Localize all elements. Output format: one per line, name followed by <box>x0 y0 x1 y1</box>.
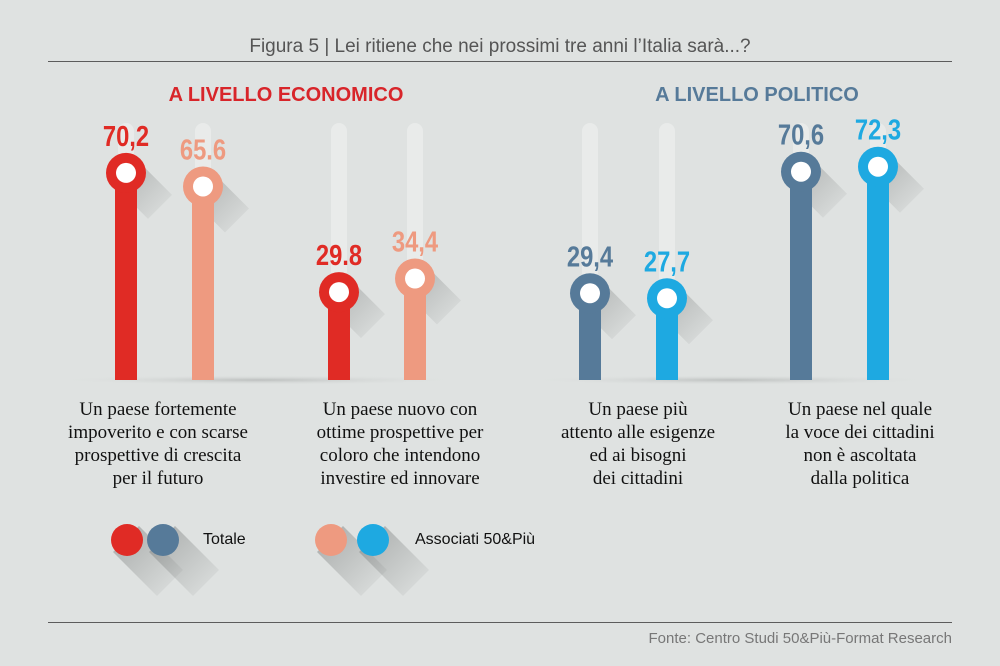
bar-p1-c0-s1 <box>656 298 678 380</box>
marker-dot-p1-c0-s0 <box>580 283 600 304</box>
baseline-shadow-politico <box>525 375 935 385</box>
value-label-p0-c1-s1: 34,4 <box>392 225 438 258</box>
chart-title: Figura 5 | Lei ritiene che nei prossimi … <box>249 36 751 57</box>
baseline-shadow-economico <box>53 375 463 385</box>
marker-dot-p0-c0-s1 <box>193 176 213 197</box>
legend-label-associati: Associati 50&Più <box>415 531 536 548</box>
marker-dot-p0-c1-s0 <box>329 282 349 303</box>
bottom-divider <box>48 622 952 623</box>
bar-p1-c1-s0 <box>790 171 812 380</box>
bar-p0-c0-s0 <box>115 172 137 380</box>
marker-dot-p1-c1-s0 <box>791 161 811 182</box>
panel-title-politico: A LIVELLO POLITICO <box>655 84 859 106</box>
value-label-p1-c1-s1: 72,3 <box>855 113 901 146</box>
bar-p1-c1-s1 <box>867 166 889 380</box>
legend-dot-associati-politico <box>357 524 389 556</box>
legend-label-totale: Totale <box>203 531 246 548</box>
legend-dot-associati-economico <box>315 524 347 556</box>
bar-p0-c0-s1 <box>192 186 214 380</box>
category-label-nuovo: Un paese nuovo con ottime prospettive pe… <box>316 399 484 489</box>
marker-dot-p1-c1-s1 <box>868 156 888 177</box>
category-label-impoverito: Un paese fortemente impoverito e con sca… <box>68 399 248 489</box>
value-label-p1-c0-s1: 27,7 <box>644 245 690 278</box>
marker-dot-p0-c1-s1 <box>405 268 425 289</box>
legend-dot-totale-economico <box>111 524 143 556</box>
value-label-p1-c0-s0: 29,4 <box>567 240 613 273</box>
value-label-p0-c0-s0: 70,2 <box>103 120 149 153</box>
category-label-non-ascoltata: Un paese nel quale la voce dei cittadini… <box>785 399 935 489</box>
value-label-p0-c1-s0: 29.8 <box>316 239 362 272</box>
top-divider <box>48 61 952 62</box>
source-note: Fonte: Centro Studi 50&Più-Format Resear… <box>648 630 952 647</box>
marker-dot-p1-c0-s1 <box>657 288 677 309</box>
bar-p0-c1-s0 <box>328 292 350 380</box>
marker-dot-p0-c0-s0 <box>116 162 136 183</box>
legend-dot-totale-politico <box>147 524 179 556</box>
bar-p0-c1-s1 <box>404 278 426 380</box>
value-label-p1-c1-s0: 70,6 <box>778 118 824 151</box>
bar-p1-c0-s0 <box>579 293 601 380</box>
panel-title-economico: A LIVELLO ECONOMICO <box>168 84 404 106</box>
value-label-p0-c0-s1: 65.6 <box>180 133 226 166</box>
category-label-attento: Un paese più attento alle esigenze ed ai… <box>560 399 716 489</box>
